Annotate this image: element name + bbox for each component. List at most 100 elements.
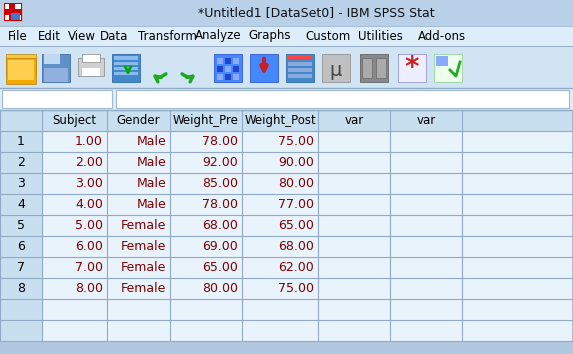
Bar — [2, 90, 112, 108]
Bar — [114, 67, 138, 70]
Bar — [0, 215, 573, 236]
Bar — [436, 56, 448, 66]
Text: 3.00: 3.00 — [75, 177, 103, 190]
Text: 75.00: 75.00 — [278, 135, 314, 148]
Bar — [233, 58, 239, 64]
Text: Add-ons: Add-ons — [418, 29, 466, 42]
Bar — [78, 58, 104, 76]
Bar — [0, 0, 573, 26]
Text: 85.00: 85.00 — [202, 177, 238, 190]
Bar — [250, 54, 278, 82]
Bar — [0, 173, 42, 194]
Text: 7: 7 — [17, 261, 25, 274]
Bar — [42, 54, 70, 82]
Bar — [0, 194, 573, 215]
Bar — [217, 58, 223, 64]
Bar — [0, 236, 42, 257]
Text: 77.00: 77.00 — [278, 198, 314, 211]
Bar — [0, 152, 573, 173]
Text: 4.00: 4.00 — [75, 198, 103, 211]
Bar — [225, 74, 231, 80]
Bar — [288, 62, 312, 66]
Text: 2: 2 — [17, 156, 25, 169]
Text: 3: 3 — [17, 177, 25, 190]
Bar — [44, 68, 68, 82]
Text: Analyze: Analyze — [195, 29, 242, 42]
Text: Weight_Post: Weight_Post — [244, 114, 316, 127]
Text: 8.00: 8.00 — [75, 282, 103, 295]
Bar — [6, 58, 36, 84]
Text: 2.00: 2.00 — [75, 156, 103, 169]
Bar — [82, 68, 100, 76]
Bar — [233, 74, 239, 80]
Text: Female: Female — [121, 261, 166, 274]
Bar — [0, 26, 573, 46]
Text: *Untitled1 [DataSet0] - IBM SPSS Stat: *Untitled1 [DataSet0] - IBM SPSS Stat — [198, 6, 435, 19]
Bar — [0, 215, 42, 236]
Bar — [82, 54, 100, 62]
Text: 78.00: 78.00 — [202, 135, 238, 148]
Bar — [5, 9, 21, 15]
Text: 7.00: 7.00 — [75, 261, 103, 274]
Text: Male: Male — [136, 177, 166, 190]
Text: Male: Male — [136, 198, 166, 211]
Text: 5: 5 — [17, 219, 25, 232]
Text: 68.00: 68.00 — [202, 219, 238, 232]
Bar — [4, 3, 22, 21]
Bar — [0, 152, 42, 173]
Text: View: View — [68, 29, 96, 42]
Text: 1: 1 — [17, 135, 25, 148]
Text: Male: Male — [136, 156, 166, 169]
Bar — [398, 54, 426, 82]
Text: 65.00: 65.00 — [278, 219, 314, 232]
Text: 6: 6 — [17, 240, 25, 253]
Bar — [286, 54, 314, 82]
Bar — [6, 54, 36, 76]
Text: μ: μ — [330, 61, 342, 80]
Bar — [288, 68, 312, 72]
Bar — [11, 13, 20, 20]
Bar — [5, 4, 21, 20]
Bar — [0, 320, 42, 341]
Bar — [0, 88, 573, 110]
Bar — [0, 110, 573, 131]
Bar — [114, 62, 138, 65]
Bar — [362, 58, 372, 78]
Bar — [8, 60, 34, 80]
Text: File: File — [8, 29, 28, 42]
Bar — [0, 173, 573, 194]
Bar — [217, 66, 223, 72]
Text: 69.00: 69.00 — [202, 240, 238, 253]
Bar — [376, 58, 386, 78]
Bar — [214, 54, 242, 82]
Bar — [0, 46, 573, 88]
Bar — [112, 54, 140, 82]
Bar — [0, 278, 573, 299]
Bar — [0, 131, 573, 152]
Text: 62.00: 62.00 — [278, 261, 314, 274]
Bar — [44, 54, 60, 64]
Text: 1.00: 1.00 — [75, 135, 103, 148]
Bar — [9, 4, 15, 20]
Text: Female: Female — [121, 240, 166, 253]
Bar — [360, 54, 388, 82]
Bar — [114, 72, 138, 75]
Text: var: var — [417, 114, 435, 127]
Bar — [0, 194, 42, 215]
Bar — [225, 66, 231, 72]
Bar — [322, 54, 350, 82]
Text: Female: Female — [121, 219, 166, 232]
Bar — [0, 257, 42, 278]
Text: 6.00: 6.00 — [75, 240, 103, 253]
Text: Weight_Pre: Weight_Pre — [173, 114, 239, 127]
Bar — [288, 56, 312, 60]
Text: var: var — [344, 114, 364, 127]
Bar — [0, 278, 42, 299]
Text: 75.00: 75.00 — [278, 282, 314, 295]
Bar — [434, 54, 462, 82]
Text: 80.00: 80.00 — [278, 177, 314, 190]
Text: 68.00: 68.00 — [278, 240, 314, 253]
Text: Graphs: Graphs — [248, 29, 291, 42]
Text: 92.00: 92.00 — [202, 156, 238, 169]
Text: 4: 4 — [17, 198, 25, 211]
